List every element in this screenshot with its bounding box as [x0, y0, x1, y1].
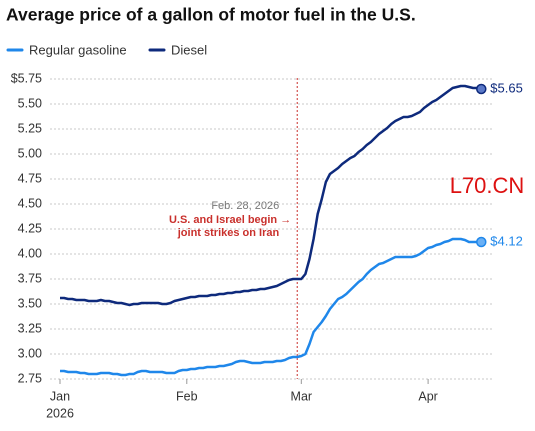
y-tick-label: 5.00	[18, 146, 42, 160]
event-text: U.S. and Israel begin →	[169, 214, 291, 226]
x-tick-label: Mar	[291, 389, 313, 403]
y-tick-label: 4.75	[18, 171, 42, 185]
end-dot	[476, 83, 487, 95]
y-tick-label: 4.25	[18, 221, 42, 235]
event-text: joint strikes on Iran	[177, 227, 280, 239]
x-tick-label: Apr	[418, 389, 437, 403]
y-tick-label: 3.00	[18, 346, 42, 360]
watermark: L70.CN	[450, 173, 525, 198]
end-label: $4.12	[490, 233, 523, 248]
end-label: $5.65	[490, 80, 523, 95]
y-tick-label: 2.75	[18, 371, 42, 385]
legend-label: Diesel	[171, 42, 207, 57]
series-line	[60, 84, 482, 307]
y-tick-label: 3.50	[18, 296, 42, 310]
end-dot	[476, 236, 487, 248]
chart-title: Average price of a gallon of motor fuel …	[6, 5, 416, 25]
legend-label: Regular gasoline	[29, 42, 127, 57]
y-tick-label: 4.00	[18, 246, 42, 260]
series-line	[60, 237, 482, 377]
y-tick-label: 3.75	[18, 271, 42, 285]
y-tick-label: 3.25	[18, 321, 42, 335]
x-tick-label: Feb	[176, 389, 198, 403]
x-tick-label: Jan	[50, 389, 70, 403]
y-tick-label: 5.25	[18, 121, 42, 135]
x-year-label: 2026	[46, 406, 74, 420]
y-tick-label: 4.50	[18, 196, 42, 210]
y-tick-label: $5.75	[11, 71, 42, 85]
event-date: Feb. 28, 2026	[211, 200, 279, 212]
y-tick-label: 5.50	[18, 96, 42, 110]
